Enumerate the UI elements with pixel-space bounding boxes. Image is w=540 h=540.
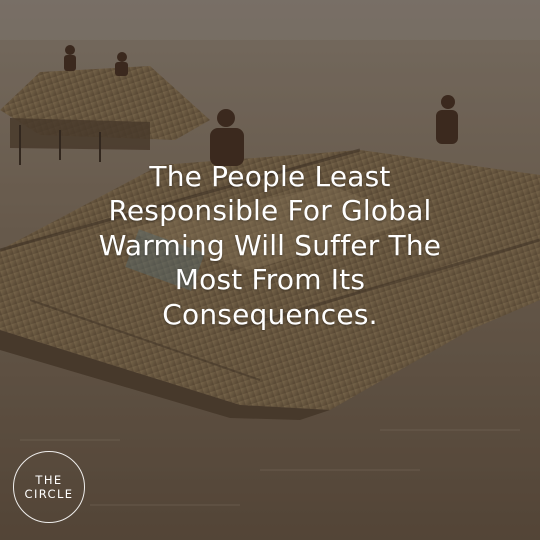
the-circle-logo: THE CIRCLE [13,451,85,523]
quote-line-1: The People Least [149,160,391,193]
quote-text: The People Least Responsible For Global … [60,160,480,332]
horizon-haze [0,0,540,40]
quote-line-3: Warming Will Suffer The [98,228,442,262]
quote-line-2: Responsible For Global [108,194,432,228]
water-ripples [20,429,520,506]
quote-line-5: Consequences. [162,297,378,331]
logo-line-2: CIRCLE [24,487,74,501]
logo-line-1: THE [35,473,63,487]
submerged-hut-roof [0,148,540,420]
distant-hut [0,66,210,165]
children-on-near-roof [210,95,458,166]
quote-line-4: Most From Its [174,263,366,297]
children-on-far-roof [64,45,128,76]
